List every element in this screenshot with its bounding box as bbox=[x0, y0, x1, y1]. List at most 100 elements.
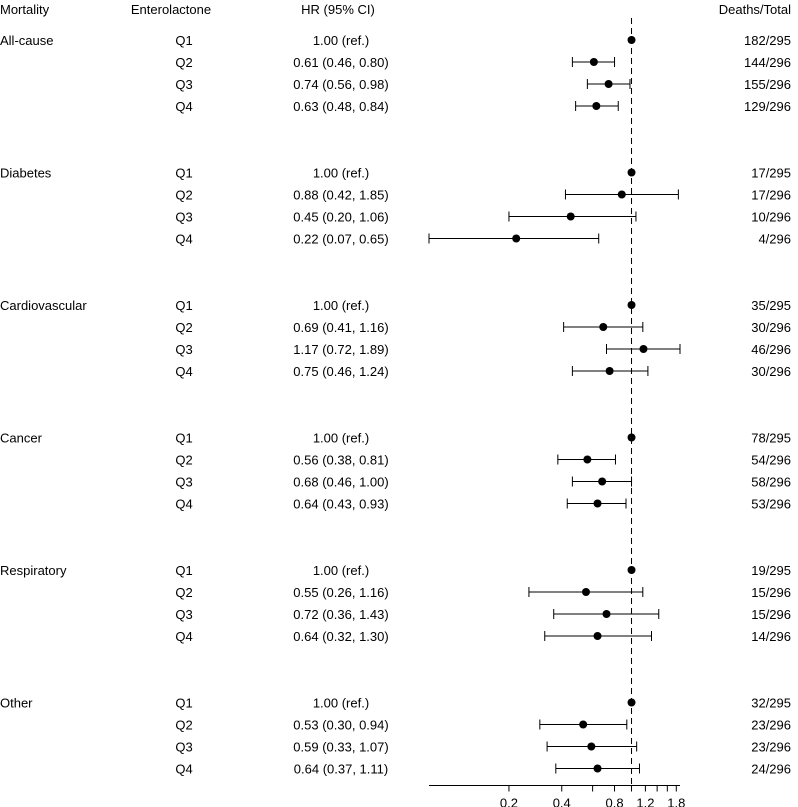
deaths-total-text: 17/295 bbox=[751, 166, 791, 181]
deaths-total-text: 53/296 bbox=[751, 497, 791, 512]
x-tick-label: 1.8 bbox=[667, 796, 685, 807]
deaths-total-text: 78/295 bbox=[751, 431, 791, 446]
hr-point bbox=[579, 720, 588, 729]
deaths-total-text: 129/296 bbox=[744, 99, 791, 114]
hr-ci-text: 1.17 (0.72, 1.89) bbox=[293, 342, 388, 357]
hr-point bbox=[627, 433, 636, 442]
hr-ci-text: 0.64 (0.32, 1.30) bbox=[293, 629, 388, 644]
hr-ci-text: 1.00 (ref.) bbox=[313, 33, 369, 48]
deaths-total-text: 19/295 bbox=[751, 563, 791, 578]
hr-ci-text: 0.69 (0.41, 1.16) bbox=[293, 320, 388, 335]
quartile-label: Q4 bbox=[175, 232, 192, 247]
deaths-total-text: 24/296 bbox=[751, 762, 791, 777]
quartile-label: Q4 bbox=[175, 762, 192, 777]
x-tick-label: 0.4 bbox=[553, 796, 571, 807]
x-tick-label: 0.8 bbox=[605, 796, 623, 807]
group-label-other: Other bbox=[0, 696, 33, 711]
hr-point bbox=[589, 58, 598, 66]
header-hr: HR (95% CI) bbox=[301, 2, 375, 17]
hr-ci-text: 0.64 (0.43, 0.93) bbox=[293, 497, 388, 512]
hr-ci-text: 0.59 (0.33, 1.07) bbox=[293, 740, 388, 755]
quartile-label: Q3 bbox=[175, 210, 192, 225]
quartile-label: Q4 bbox=[175, 629, 192, 644]
quartile-label: Q1 bbox=[175, 33, 192, 48]
plot-marks bbox=[428, 18, 681, 786]
hr-ci-text: 0.61 (0.46, 0.80) bbox=[293, 55, 388, 70]
hr-ci-text: 0.68 (0.46, 1.00) bbox=[293, 475, 388, 490]
deaths-total-text: 182/295 bbox=[744, 33, 791, 48]
hr-point bbox=[581, 588, 590, 596]
deaths-total-text: 15/296 bbox=[751, 585, 791, 600]
hr-point bbox=[605, 367, 614, 375]
x-axis: 0.2 0.4 0.8 1.2 1.8 bbox=[429, 785, 685, 807]
hr-ci-text: 0.56 (0.38, 0.81) bbox=[293, 453, 388, 468]
deaths-total-text: 35/295 bbox=[751, 298, 791, 313]
quartile-label: Q1 bbox=[175, 298, 192, 313]
hr-point bbox=[598, 477, 607, 486]
hr-point bbox=[627, 36, 636, 44]
quartile-label: Q2 bbox=[175, 320, 192, 335]
hr-point bbox=[627, 301, 636, 309]
group-label-diabetes: Diabetes bbox=[0, 166, 52, 181]
hr-ci-text: 0.75 (0.46, 1.24) bbox=[293, 364, 388, 379]
quartile-label: Q2 bbox=[175, 453, 192, 468]
hr-ci-text: 1.00 (ref.) bbox=[313, 696, 369, 711]
quartile-label: Q3 bbox=[175, 77, 192, 92]
hr-point bbox=[602, 610, 611, 618]
data-rows: All-cause Q1 1.00 (ref.) 182/295 Q2 0.61 (0.4… bbox=[0, 33, 791, 777]
hr-point bbox=[604, 80, 613, 88]
hr-point bbox=[512, 234, 521, 243]
hr-point bbox=[587, 742, 596, 751]
hr-point bbox=[593, 632, 602, 640]
quartile-label: Q3 bbox=[175, 475, 192, 490]
hr-point bbox=[593, 764, 602, 773]
quartile-label: Q1 bbox=[175, 563, 192, 578]
hr-point bbox=[627, 566, 636, 574]
hr-ci-text: 0.63 (0.48, 0.84) bbox=[293, 99, 388, 114]
hr-point bbox=[627, 168, 636, 177]
quartile-label: Q2 bbox=[175, 585, 192, 600]
hr-point bbox=[592, 102, 601, 110]
hr-ci-text: 1.00 (ref.) bbox=[313, 563, 369, 578]
deaths-total-text: 23/296 bbox=[751, 718, 791, 733]
deaths-total-text: 58/296 bbox=[751, 475, 791, 490]
quartile-label: Q2 bbox=[175, 188, 192, 203]
hr-ci-text: 0.88 (0.42, 1.85) bbox=[293, 188, 388, 203]
quartile-label: Q3 bbox=[175, 740, 192, 755]
hr-ci-text: 1.00 (ref.) bbox=[313, 431, 369, 446]
group-label-respiratory: Respiratory bbox=[0, 563, 67, 578]
hr-point bbox=[583, 455, 592, 464]
deaths-total-text: 10/296 bbox=[751, 210, 791, 225]
header-deaths-total: Deaths/Total bbox=[719, 2, 791, 17]
hr-ci-text: 0.72 (0.36, 1.43) bbox=[293, 607, 388, 622]
hr-ci-text: 0.74 (0.56, 0.98) bbox=[293, 77, 388, 92]
quartile-label: Q2 bbox=[175, 55, 192, 70]
hr-point bbox=[617, 190, 626, 199]
deaths-total-text: 54/296 bbox=[751, 453, 791, 468]
quartile-label: Q2 bbox=[175, 718, 192, 733]
quartile-label: Q4 bbox=[175, 364, 192, 379]
deaths-total-text: 32/295 bbox=[751, 696, 791, 711]
deaths-total-text: 15/296 bbox=[751, 607, 791, 622]
deaths-total-text: 155/296 bbox=[744, 77, 791, 92]
hr-ci-text: 0.22 (0.07, 0.65) bbox=[293, 232, 388, 247]
group-label-cancer: Cancer bbox=[0, 431, 43, 446]
hr-point bbox=[566, 212, 575, 221]
hr-point bbox=[627, 698, 636, 707]
x-tick-label: 1.2 bbox=[636, 796, 654, 807]
quartile-label: Q1 bbox=[175, 166, 192, 181]
hr-point bbox=[593, 499, 602, 508]
deaths-total-text: 17/296 bbox=[751, 188, 791, 203]
header-mortality: Mortality bbox=[0, 2, 50, 17]
header-row: Mortality Enterolactone HR (95% CI) Deat… bbox=[0, 2, 791, 17]
hr-point bbox=[599, 323, 608, 331]
deaths-total-text: 30/296 bbox=[751, 320, 791, 335]
quartile-label: Q4 bbox=[175, 99, 192, 114]
quartile-label: Q3 bbox=[175, 607, 192, 622]
hr-ci-text: 0.64 (0.37, 1.11) bbox=[294, 762, 388, 777]
hr-point bbox=[639, 345, 648, 353]
deaths-total-text: 144/296 bbox=[744, 55, 791, 70]
deaths-total-text: 4/296 bbox=[758, 232, 791, 247]
hr-ci-text: 1.00 (ref.) bbox=[313, 166, 369, 181]
